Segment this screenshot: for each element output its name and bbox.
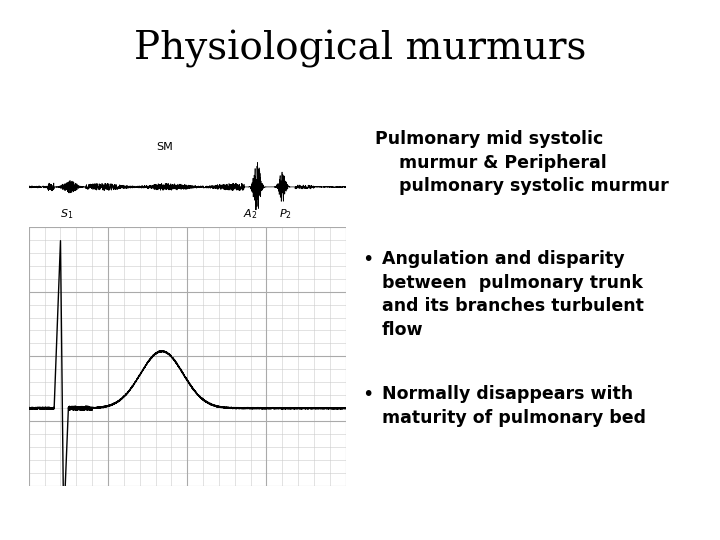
- Text: Pulmonary mid systolic
    murmur & Peripheral
    pulmonary systolic murmur: Pulmonary mid systolic murmur & Peripher…: [375, 130, 669, 195]
- Text: •: •: [362, 385, 374, 404]
- Text: $S_1$: $S_1$: [60, 207, 73, 221]
- Text: Normally disappears with
maturity of pulmonary bed: Normally disappears with maturity of pul…: [382, 385, 646, 427]
- Text: $A_2$: $A_2$: [243, 207, 258, 221]
- Text: $P_2$: $P_2$: [279, 207, 292, 221]
- Text: Physiological murmurs: Physiological murmurs: [134, 30, 586, 68]
- Text: SM: SM: [157, 141, 174, 152]
- Text: •: •: [362, 250, 374, 269]
- Text: Angulation and disparity
between  pulmonary trunk
and its branches turbulent
flo: Angulation and disparity between pulmona…: [382, 250, 644, 339]
